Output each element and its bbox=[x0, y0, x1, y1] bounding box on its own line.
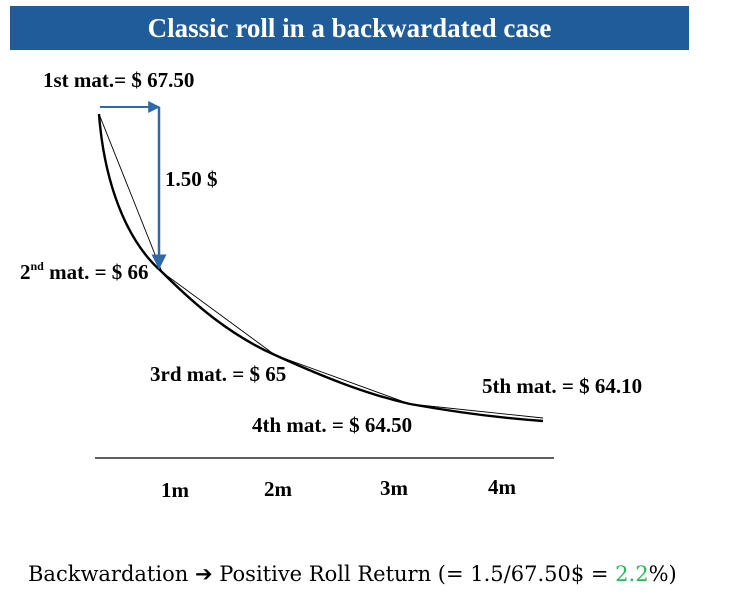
footer-roll-return: Positive Roll Return (= 1.5/67.50$ = bbox=[219, 562, 616, 586]
maturity-2-superscript: nd bbox=[31, 259, 45, 273]
conclusion-text: Backwardation ➔ Positive Roll Return (= … bbox=[28, 562, 733, 586]
maturity-2-value: mat. = $ 66 bbox=[44, 260, 149, 284]
axis-tick-1m: 1m bbox=[161, 478, 190, 502]
maturity-4-label: 4th mat. = $ 64.50 bbox=[252, 413, 412, 437]
title-bar: Classic roll in a backwardated case bbox=[10, 6, 689, 50]
axis-tick-2m: 2m bbox=[264, 477, 293, 501]
roll-difference-label: 1.50 $ bbox=[165, 167, 218, 191]
axis-tick-4m: 4m bbox=[488, 475, 517, 499]
maturity-5-label: 5th mat. = $ 64.10 bbox=[482, 374, 642, 398]
slide-title: Classic roll in a backwardated case bbox=[147, 12, 552, 43]
footer-backwardation: Backwardation bbox=[28, 562, 189, 586]
axis-tick-3m: 3m bbox=[380, 476, 409, 500]
maturity-1-label: 1st mat.= $ 67.50 bbox=[43, 68, 194, 92]
maturity-2-label: 2nd mat. = $ 66 bbox=[20, 259, 149, 284]
footer-close: %) bbox=[648, 562, 677, 586]
maturity-3-label: 3rd mat. = $ 65 bbox=[150, 362, 286, 386]
roll-chord-lines bbox=[98, 113, 544, 419]
right-arrow-icon: ➔ bbox=[194, 562, 213, 586]
footer-percentage: 2.2 bbox=[615, 562, 649, 586]
maturity-2-number: 2 bbox=[20, 260, 31, 284]
